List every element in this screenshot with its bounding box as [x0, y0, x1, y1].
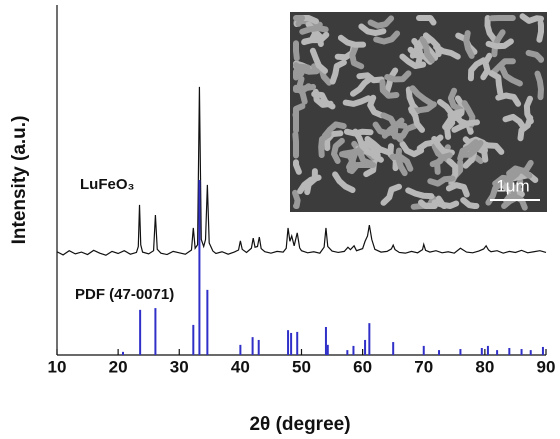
sem-grain [296, 115, 297, 131]
x-tick-label: 30 [170, 357, 189, 376]
sem-grain [538, 74, 542, 98]
x-tick-label: 90 [537, 357, 556, 376]
series-label: LuFeO₃ [80, 176, 134, 193]
sem-grain [523, 16, 542, 21]
x-tick-label: 40 [231, 357, 250, 376]
sem-grain [302, 28, 325, 32]
x-tick-label: 20 [109, 357, 128, 376]
scale-label: 1μm [496, 176, 529, 195]
sem-grain [296, 162, 299, 172]
sem-grain [539, 23, 541, 40]
x-tick-label: 60 [353, 357, 372, 376]
chart: 1μm 2θ (degree) Intensity (a.u.) 10 20 30 4… [0, 0, 560, 439]
x-tick-label: 80 [475, 357, 494, 376]
x-tick-label: 50 [292, 357, 311, 376]
sem-grain [295, 193, 298, 206]
x-tick-label: 70 [414, 357, 433, 376]
sem-grain [295, 134, 296, 155]
x-axis-title: 2θ (degree) [249, 414, 350, 435]
y-axis-title: Intensity (a.u.) [9, 116, 30, 245]
sem-grain [296, 43, 297, 58]
sem-inset: 1μm [290, 12, 547, 212]
sem-grain [296, 18, 302, 24]
x-tick-label: 10 [48, 357, 67, 376]
series-label: PDF (47-0071) [75, 286, 174, 303]
sem-grain [435, 202, 457, 206]
